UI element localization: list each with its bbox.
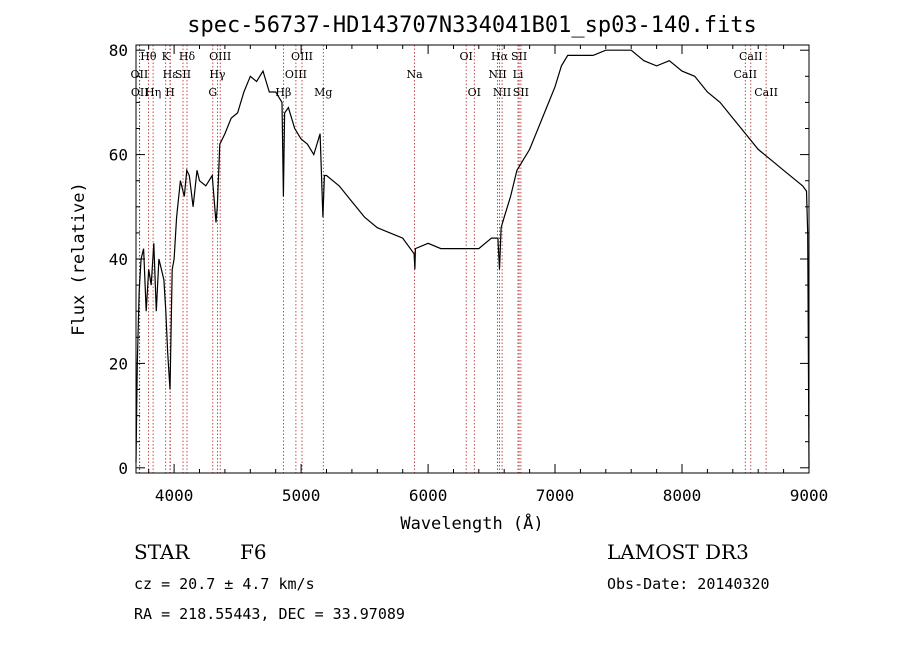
line-label: OIII [209, 50, 231, 63]
chart-title: spec-56737-HD143707N334041B01_sp03-140.f… [187, 13, 757, 38]
y-axis: 0 20 40 60 80 [109, 41, 809, 478]
y-axis-label: Flux (relative) [69, 182, 89, 336]
line-label: Hη [145, 86, 161, 99]
line-label: SII [513, 86, 529, 99]
x-tick-label: 9000 [790, 486, 829, 505]
survey-name: LAMOST DR3 [607, 540, 749, 564]
line-label: SII [511, 50, 527, 63]
line-label: Mg [314, 86, 332, 99]
line-label: K [162, 50, 171, 63]
line-label: NII [493, 86, 511, 99]
line-label: OIII [291, 50, 313, 63]
line-label: OIII [285, 68, 307, 81]
line-label: NII [488, 68, 506, 81]
line-label: OI [460, 50, 473, 63]
observation-date: Obs-Date: 20140320 [607, 575, 770, 593]
y-tick-label: 20 [109, 354, 128, 373]
spectrum-line [135, 49, 810, 468]
y-tick-label: 40 [109, 250, 128, 269]
x-tick-label: 6000 [409, 486, 448, 505]
line-label: OII [131, 86, 149, 99]
y-tick-label: 0 [118, 459, 128, 478]
line-label: H [165, 86, 175, 99]
line-label: Hγ [209, 68, 226, 81]
line-label: SII [175, 68, 191, 81]
line-label: Hθ [140, 50, 157, 63]
line-label: Hδ [179, 50, 196, 63]
line-label: Na [407, 68, 424, 81]
x-axis-label: Wavelength (Å) [400, 512, 543, 534]
line-label: Hβ [275, 86, 291, 99]
x-tick-label: 4000 [155, 486, 194, 505]
object-class: STAR [134, 540, 190, 564]
plot-frame [135, 44, 810, 474]
redshift-value: cz = 20.7 ± 4.7 km/s [134, 575, 315, 593]
line-label: OII [131, 68, 149, 81]
line-label: CaII [733, 68, 757, 81]
line-label: OI [468, 86, 481, 99]
object-subclass: F6 [240, 540, 267, 564]
x-axis: 4000 5000 6000 7000 8000 9000 [148, 45, 829, 505]
x-tick-label: 8000 [663, 486, 702, 505]
x-tick-label: 5000 [282, 486, 321, 505]
line-label: Li [513, 68, 524, 81]
x-tick-label: 7000 [536, 486, 575, 505]
line-label: G [208, 86, 217, 99]
line-label: CaII [754, 86, 778, 99]
line-label: CaII [739, 50, 763, 63]
spectral-line-markers [138, 45, 767, 473]
line-label: Hα [491, 50, 509, 63]
line-label: Hε [163, 68, 179, 81]
y-tick-label: 80 [109, 41, 128, 60]
y-tick-label: 60 [109, 146, 128, 165]
coordinates: RA = 218.55443, DEC = 33.97089 [134, 605, 405, 623]
